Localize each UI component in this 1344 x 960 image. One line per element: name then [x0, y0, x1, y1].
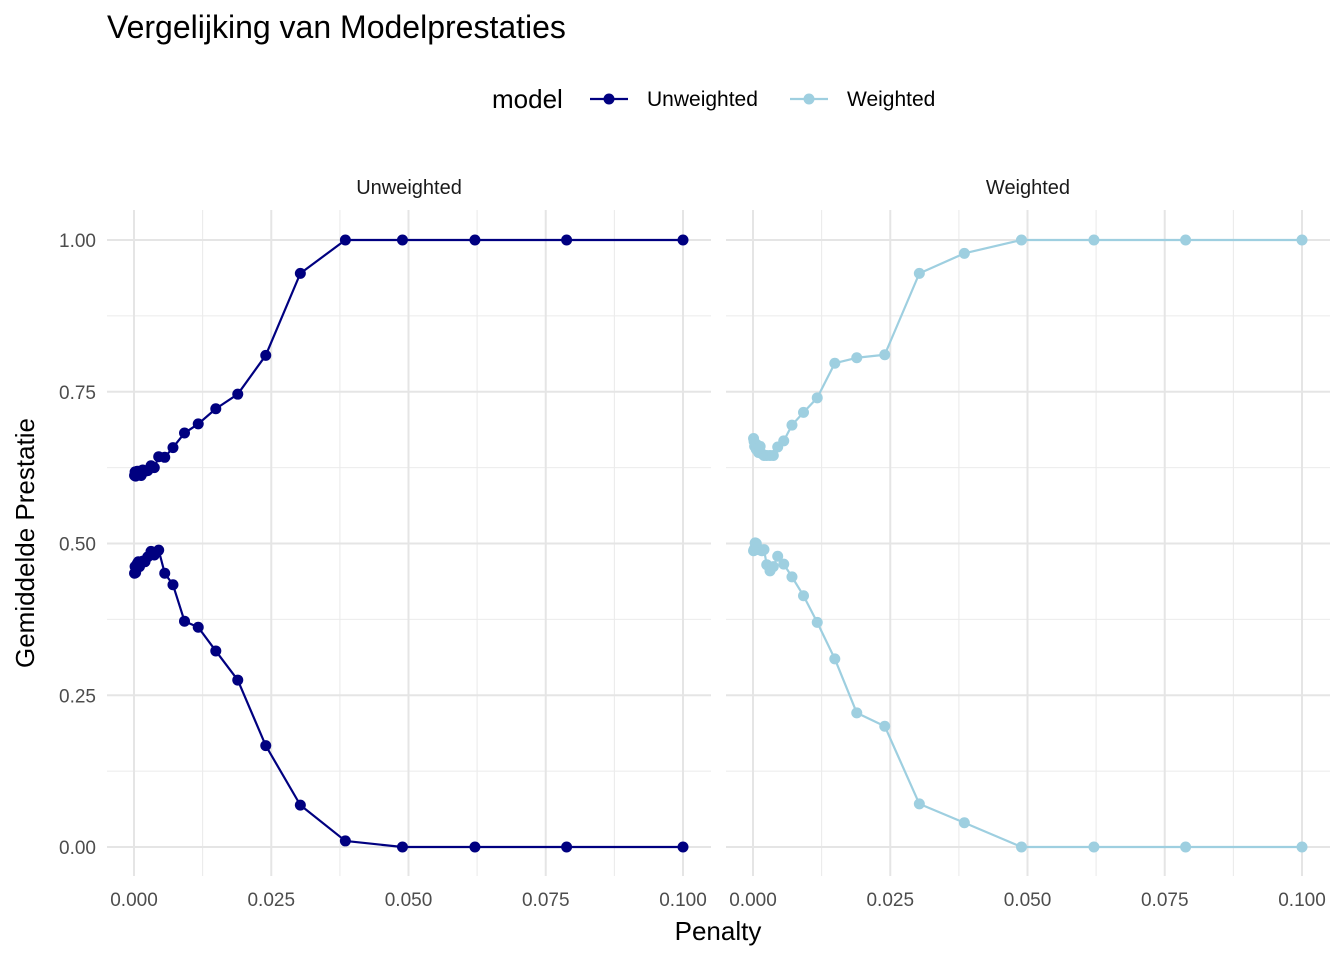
y-tick-label: 0.25: [59, 686, 96, 707]
data-point: [879, 349, 891, 361]
data-point: [829, 357, 841, 369]
data-point: [339, 835, 351, 847]
data-point: [913, 798, 925, 810]
x-tick-label: 0.100: [659, 890, 707, 911]
legend-title: model: [492, 84, 563, 114]
x-tick-label: 0.000: [729, 890, 777, 911]
data-point: [958, 817, 970, 829]
data-point: [677, 234, 689, 246]
x-axis-title: Penalty: [675, 916, 762, 946]
data-point: [294, 267, 306, 279]
data-point: [294, 799, 306, 811]
legend-key-point: [603, 93, 615, 105]
data-point: [210, 645, 222, 657]
data-point: [159, 451, 171, 463]
data-point: [179, 615, 191, 627]
data-point: [798, 590, 810, 602]
x-tick-label: 0.075: [522, 890, 570, 911]
data-point: [1015, 234, 1027, 246]
data-point: [396, 841, 408, 853]
data-point: [767, 449, 779, 461]
x-tick-label: 0.050: [1004, 890, 1052, 911]
facet-panel-weighted: Weighted 0.000 0.025 0.050 0.075 0.100: [726, 177, 1330, 911]
data-point: [1296, 841, 1308, 853]
data-point: [811, 616, 823, 628]
data-point: [1180, 841, 1192, 853]
data-point: [148, 462, 160, 474]
data-point: [260, 740, 272, 752]
data-point: [767, 561, 779, 573]
data-point: [561, 841, 573, 853]
data-point: [396, 234, 408, 246]
data-point: [232, 388, 244, 400]
data-point: [677, 841, 689, 853]
legend-label: Weighted: [847, 88, 935, 111]
data-point: [851, 352, 863, 364]
data-point: [851, 707, 863, 719]
data-point: [260, 349, 272, 361]
data-point: [778, 558, 790, 570]
facet-panel-unweighted: Unweighted 0.000 0.025 0.050 0.075 0.100 0.00 0…: [59, 177, 711, 911]
x-tick-label: 0.000: [110, 890, 158, 911]
legend-label: Unweighted: [647, 88, 758, 111]
data-point: [469, 234, 481, 246]
x-tick-label: 0.025: [866, 890, 914, 911]
data-point: [232, 674, 244, 686]
data-point: [913, 267, 925, 279]
data-point: [469, 841, 481, 853]
data-point: [758, 544, 770, 556]
data-point: [167, 442, 179, 454]
data-point: [1088, 234, 1100, 246]
data-point: [159, 567, 171, 579]
data-point: [786, 571, 798, 583]
y-tick-label: 1.00: [59, 231, 96, 252]
data-point: [210, 403, 222, 415]
data-point: [153, 544, 165, 556]
y-tick-label: 0.50: [59, 535, 96, 556]
legend-key-point: [803, 93, 815, 105]
data-point: [1088, 841, 1100, 853]
legend: model Unweighted Weighted: [492, 84, 935, 114]
x-tick-label: 0.050: [385, 890, 433, 911]
data-point: [1180, 234, 1192, 246]
data-point: [339, 234, 351, 246]
data-point: [1015, 841, 1027, 853]
facet-strip-label: Unweighted: [356, 177, 462, 199]
data-point: [879, 720, 891, 732]
data-point: [179, 427, 191, 439]
y-tick-label: 0.00: [59, 838, 96, 859]
data-point: [786, 419, 798, 431]
data-point: [958, 247, 970, 259]
data-point: [798, 406, 810, 418]
chart-title: Vergelijking van Modelprestaties: [107, 9, 566, 45]
data-point: [772, 550, 784, 562]
x-tick-label: 0.025: [247, 890, 295, 911]
data-point: [192, 418, 204, 430]
x-tick-label: 0.075: [1141, 890, 1189, 911]
data-point: [561, 234, 573, 246]
data-point: [829, 653, 841, 665]
data-point: [167, 579, 179, 591]
y-tick-label: 0.75: [59, 383, 96, 404]
data-point: [778, 435, 790, 447]
data-point: [1296, 234, 1308, 246]
data-point: [811, 392, 823, 404]
data-point: [192, 621, 204, 633]
facet-strip-label: Weighted: [986, 177, 1070, 199]
y-axis-title: Gemiddelde Prestatie: [10, 418, 40, 668]
x-tick-label: 0.100: [1278, 890, 1326, 911]
